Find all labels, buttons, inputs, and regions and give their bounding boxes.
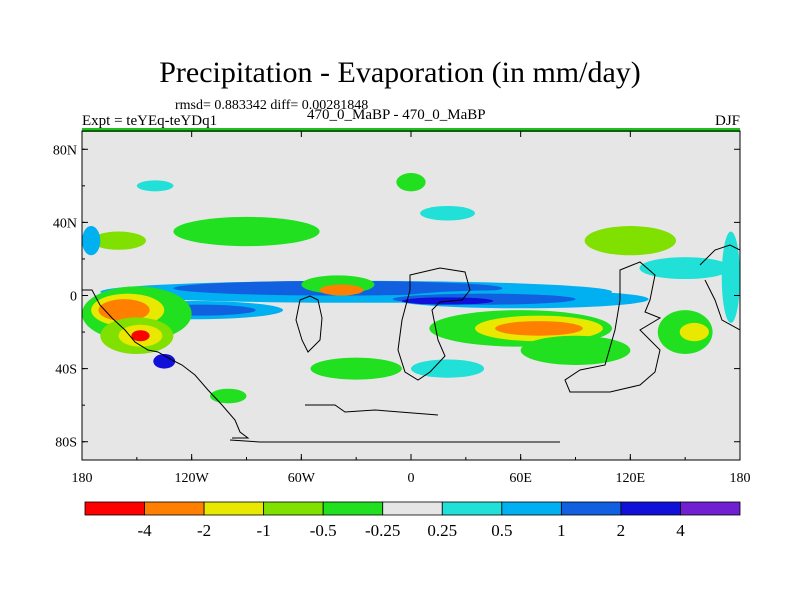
coastline-antarctica xyxy=(229,404,560,443)
colorbar-swatch-0 xyxy=(84,501,145,516)
colorbar-label-2: -1 xyxy=(257,521,271,540)
colorbar-swatch-9 xyxy=(620,501,681,516)
field-blob-28 xyxy=(310,357,402,380)
field-blob-19 xyxy=(173,216,320,247)
x-tick-label-1: 120W xyxy=(175,471,210,486)
field-blob-12 xyxy=(131,330,150,342)
colorbar-swatch-8 xyxy=(560,501,622,516)
x-tick-label-6: 180 xyxy=(730,471,751,486)
field-blob-20 xyxy=(584,226,677,256)
colorbar-swatch-10 xyxy=(680,501,741,516)
coastline-asia xyxy=(564,261,662,393)
y-tick-label-1: 40N xyxy=(53,216,77,231)
x-tick-label-3: 0 xyxy=(408,471,415,486)
run-label: 470_0_MaBP - 470_0_MaBP xyxy=(307,107,486,123)
colorbar-swatch-1 xyxy=(144,501,205,516)
field-blob-22 xyxy=(520,335,631,365)
x-tick-label-0: 180 xyxy=(72,471,93,486)
coastline-layer xyxy=(82,244,740,443)
y-tick-label-2: 0 xyxy=(70,290,77,305)
colorbar-label-7: 1 xyxy=(557,521,566,540)
colorbar-label-6: 0.5 xyxy=(491,521,512,540)
field-blob-29 xyxy=(411,359,485,378)
field-layer xyxy=(82,173,740,404)
colorbar-swatch-7 xyxy=(501,501,562,516)
field-blob-27 xyxy=(82,226,101,256)
coastline-east xyxy=(699,244,740,331)
field-blob-23 xyxy=(136,180,174,192)
y-tick-label-0: 80N xyxy=(53,143,77,158)
colorbar-swatch-2 xyxy=(203,501,265,516)
x-tick-label-4: 60E xyxy=(509,471,532,486)
colorbar-label-5: 0.25 xyxy=(427,521,457,540)
x-tick-label-2: 60W xyxy=(288,471,316,486)
field-blob-21 xyxy=(639,257,731,280)
chart-title: Precipitation - Evaporation (in mm/day) xyxy=(159,56,641,89)
green-band xyxy=(82,128,740,132)
y-tick-label-3: 40S xyxy=(55,363,77,378)
x-axis: 180 120W 60W 0 60E 120E 180 xyxy=(72,131,751,486)
colorbar-label-3: -0.5 xyxy=(310,521,337,540)
colorbar-label-0: -4 xyxy=(137,521,152,540)
colorbar-label-8: 2 xyxy=(617,521,626,540)
y-tick-label-4: 80S xyxy=(55,436,77,451)
top-border-band xyxy=(82,128,740,132)
colorbar-swatch-5 xyxy=(382,501,443,516)
colorbar-label-9: 4 xyxy=(676,521,685,540)
field-blob-15 xyxy=(319,284,364,296)
field-blob-25 xyxy=(420,205,475,221)
y-axis: 80N 40N 0 40S 80S xyxy=(53,143,740,451)
stats-label: rmsd= 0.883342 diff= 0.00281848 xyxy=(175,98,369,113)
field-blob-32 xyxy=(721,231,740,323)
field-blob-31 xyxy=(679,322,709,342)
field-blob-13 xyxy=(153,353,176,369)
colorbar-label-4: -0.25 xyxy=(365,521,400,540)
season-label: DJF xyxy=(714,113,740,129)
x-tick-label-5: 120E xyxy=(616,471,646,486)
field-blob-24 xyxy=(396,173,426,192)
colorbar: -4 -2 -1 -0.5 -0.25 0.25 0.5 1 2 4 xyxy=(84,501,741,540)
colorbar-swatch-3 xyxy=(263,501,324,516)
colorbar-swatch-6 xyxy=(441,501,503,516)
field-blob-33 xyxy=(209,388,247,404)
colorbar-label-1: -2 xyxy=(197,521,211,540)
experiment-label: Expt = teYEq-teYDq1 xyxy=(82,113,218,129)
coastline-americas xyxy=(82,289,323,439)
coastline-africa xyxy=(397,267,471,381)
field-blob-9 xyxy=(98,299,150,322)
field-blob-18 xyxy=(495,321,583,336)
field-blob-26 xyxy=(91,231,146,250)
colorbar-swatch-4 xyxy=(322,501,384,516)
